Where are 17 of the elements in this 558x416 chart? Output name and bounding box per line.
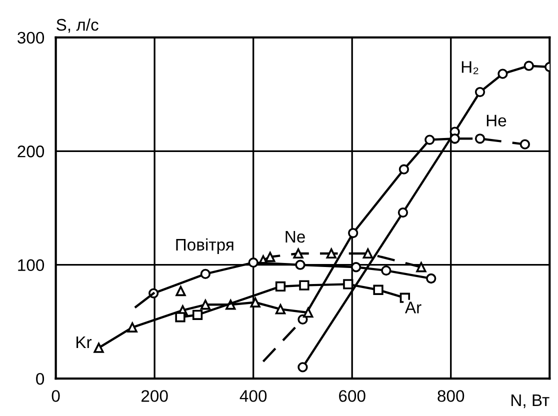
series-label: Kr	[76, 336, 92, 348]
y-tick-label: 100	[18, 259, 44, 272]
series-label: Повітря	[176, 238, 234, 254]
series-label: Ar	[404, 302, 422, 314]
x-tick-label: 600	[339, 390, 366, 402]
series-label: He	[486, 114, 506, 126]
y-axis-title: S, л/с	[56, 18, 98, 33]
series-label: H₂	[462, 61, 478, 74]
x-tick-label: 200	[142, 390, 168, 402]
series-label: Ne	[286, 231, 305, 243]
y-tick-label: 0	[36, 372, 44, 385]
x-tick-label: 800	[438, 390, 464, 402]
y-tick-label: 300	[18, 32, 44, 44]
y-tick-label: 200	[18, 146, 44, 158]
x-axis-title: N, Вт	[512, 394, 550, 408]
x-tick-label: 400	[240, 390, 267, 402]
x-tick-label: 0	[52, 390, 60, 402]
